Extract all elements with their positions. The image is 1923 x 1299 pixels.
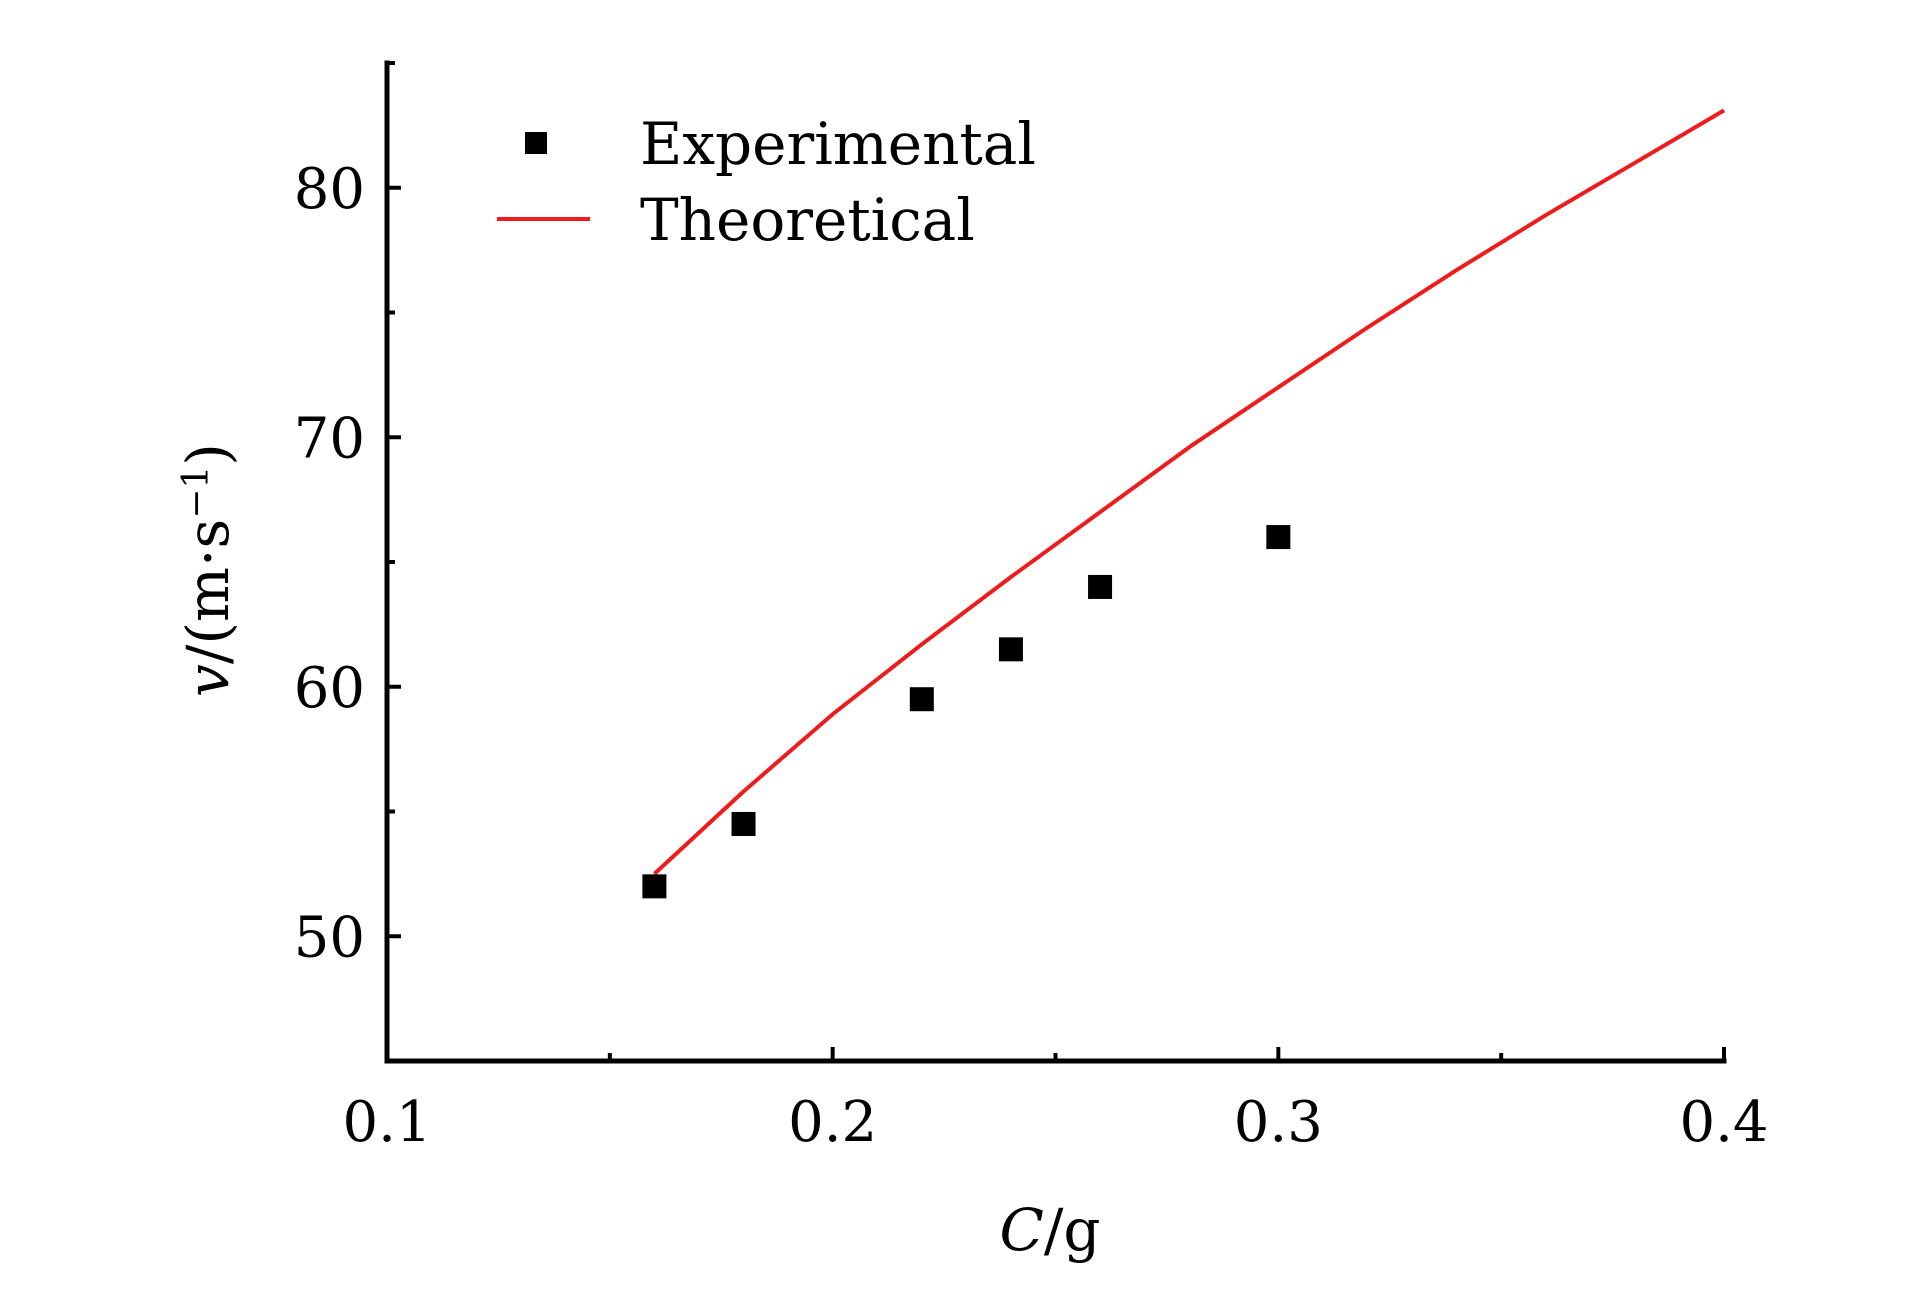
axes: 0.1 0.2 0.3 0.4 50 60 70 80: [294, 60, 1769, 1155]
y-axis-label-var: v: [174, 664, 242, 697]
x-axis-label-var: C: [999, 1196, 1043, 1264]
x-tick-label: 0.1: [342, 1090, 431, 1155]
y-axis-label-close: ): [174, 443, 242, 466]
experimental-point: [1266, 525, 1291, 550]
experimental-point: [998, 637, 1023, 662]
experimental-point: [642, 874, 667, 899]
y-tick-label: 50: [294, 905, 365, 970]
x-axis-label: C/g: [999, 1196, 1100, 1264]
legend-marker-experimental: [525, 132, 547, 154]
axis-labels: C/g v/(m·s−1): [174, 443, 1101, 1264]
legend: Experimental Theoretical: [497, 110, 1036, 254]
x-axis-label-unit: /g: [1044, 1196, 1101, 1264]
legend-label-experimental: Experimental: [640, 110, 1036, 178]
y-tick-label: 60: [294, 656, 365, 721]
theoretical-line: [653, 108, 1726, 876]
series-layer: [642, 108, 1726, 899]
y-tick-label: 70: [294, 406, 365, 471]
x-tick-label: 0.2: [788, 1090, 877, 1155]
experimental-point: [1088, 574, 1113, 599]
experimental-point: [731, 811, 756, 836]
x-tick-label: 0.4: [1679, 1090, 1768, 1155]
y-axis-label-unit: /(m·s: [174, 519, 242, 664]
legend-label-theoretical: Theoretical: [640, 186, 975, 254]
x-tick-label: 0.3: [1234, 1090, 1323, 1155]
experimental-point: [909, 687, 934, 712]
y-axis-label: v/(m·s−1): [174, 443, 242, 697]
y-axis-label-sup: −1: [176, 466, 217, 519]
y-tick-label: 80: [294, 157, 365, 222]
